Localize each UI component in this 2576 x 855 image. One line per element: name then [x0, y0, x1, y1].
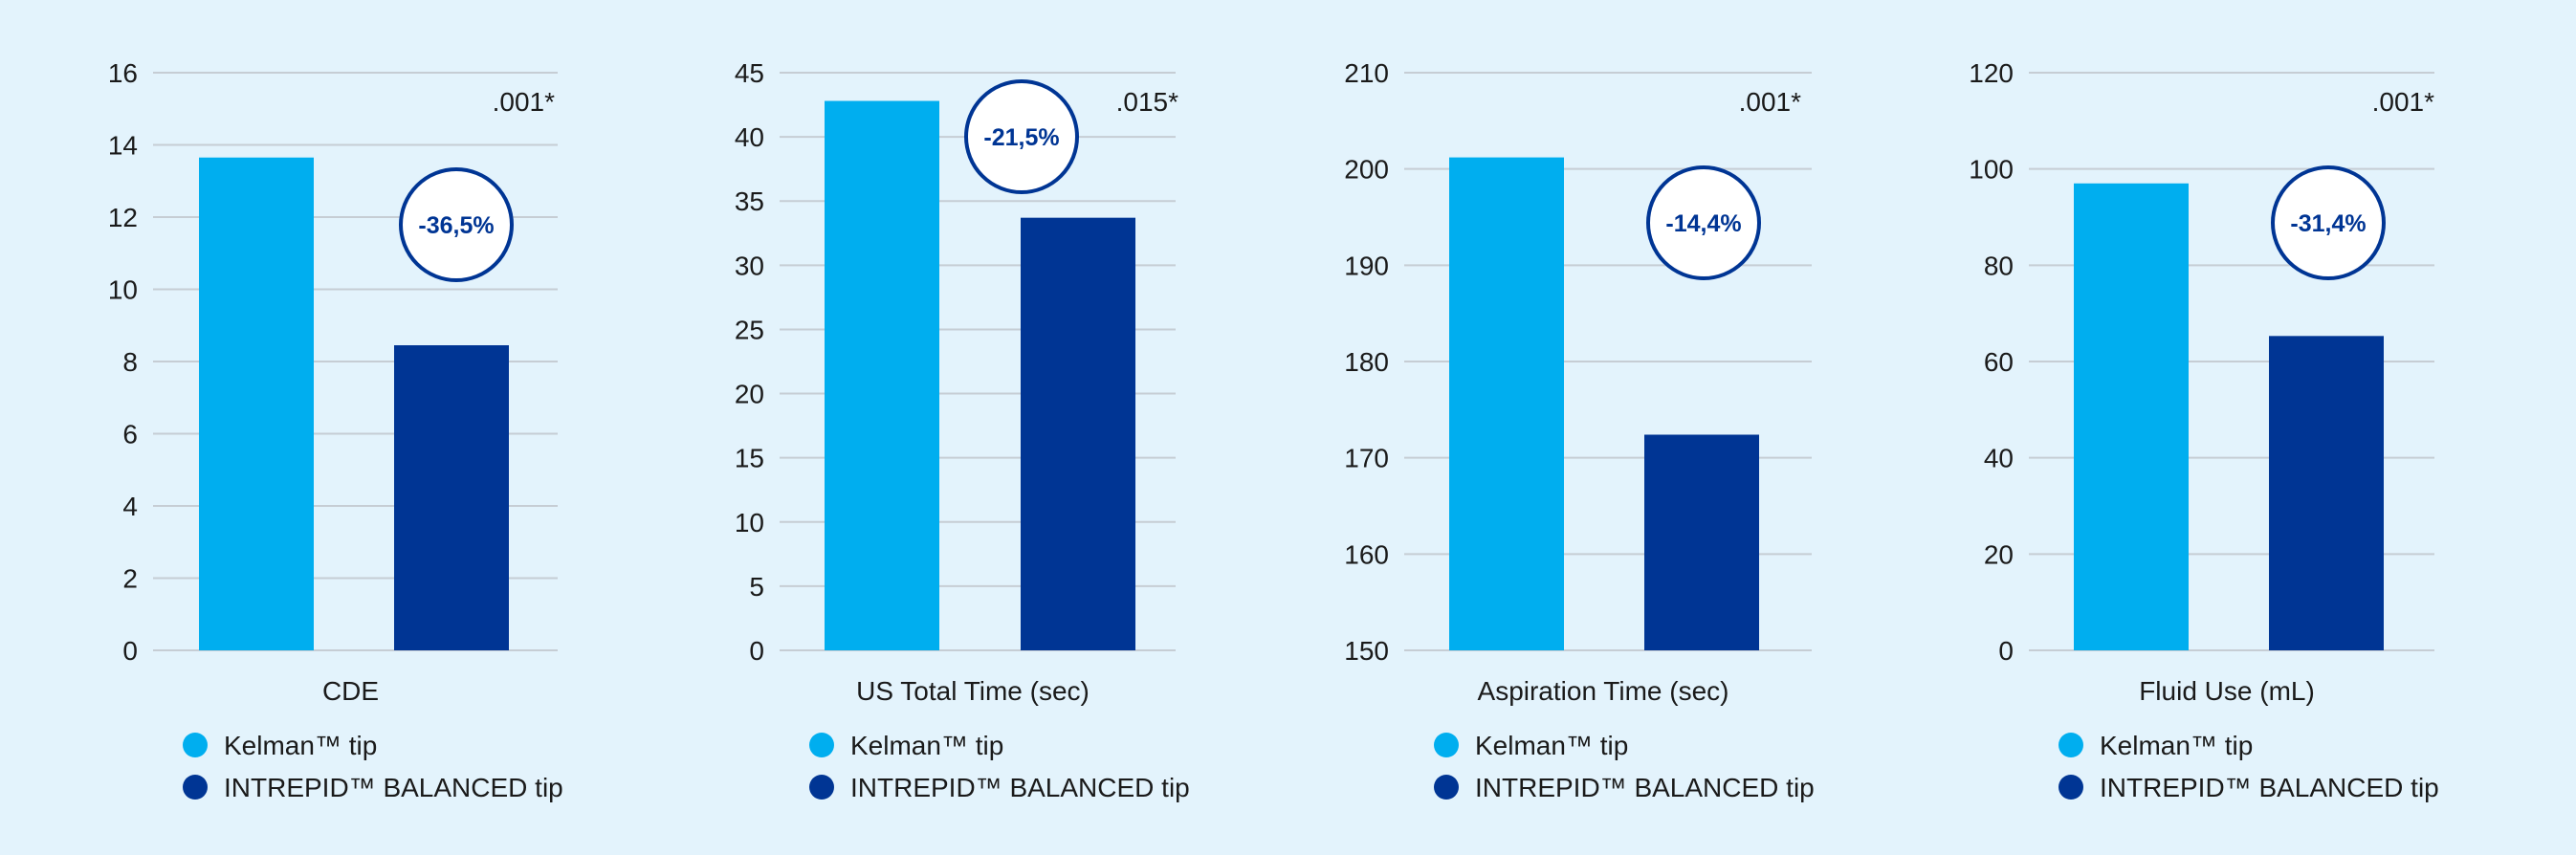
y-tick-label: 80: [1984, 251, 2014, 280]
legend-label-intrepid: INTREPID™ BALANCED tip: [224, 773, 563, 802]
p-value-label: .015*: [1116, 87, 1178, 117]
reduction-badge: [2271, 165, 2386, 280]
y-tick-label: 4: [122, 492, 138, 521]
y-tick-label: 25: [735, 315, 764, 344]
legend-dot-kelman: [183, 733, 208, 757]
y-tick-label: 8: [122, 347, 138, 377]
chart-2: 0 5 10 15 20 25 30 35 40 45 .015* -21,5% US Total Ti…: [735, 58, 1190, 802]
y-tick-label: 20: [735, 380, 764, 409]
y-tick-label: 10: [108, 275, 138, 305]
legend-label-intrepid: INTREPID™ BALANCED tip: [2100, 773, 2439, 802]
bar-intrepid: [394, 345, 509, 650]
y-tick-label: 12: [108, 203, 138, 232]
y-tick-label: 16: [108, 58, 138, 88]
p-value-label: .001*: [493, 87, 555, 117]
bar-intrepid: [2269, 336, 2384, 650]
x-axis-label: Aspiration Time (sec): [1478, 676, 1729, 706]
reduction-label: -36,5%: [418, 212, 494, 239]
y-tick-label: 150: [1344, 636, 1389, 666]
bar-intrepid: [1644, 434, 1759, 650]
chart-1: 0 2 4 6 8 10 12 14 16 .001* -36,5% CDE Kelman™ tip IN…: [108, 58, 563, 802]
y-tick-label: 190: [1344, 251, 1389, 280]
reduction-badge: [399, 167, 514, 282]
y-tick-label: 0: [749, 636, 764, 666]
legend-label-intrepid: INTREPID™ BALANCED tip: [850, 773, 1190, 802]
legend-dot-kelman: [809, 733, 834, 757]
p-value-label: .001*: [1739, 87, 1801, 117]
y-tick-label: 210: [1344, 58, 1389, 88]
reduction-badge: [964, 79, 1079, 194]
y-tick-label: 45: [735, 58, 764, 88]
legend-dot-kelman: [2059, 733, 2083, 757]
y-tick-label: 160: [1344, 539, 1389, 569]
legend-dot-kelman: [1434, 733, 1459, 757]
chart-3: 150 160 170 180 190 200 210 .001* -14,4% Aspirati…: [1344, 58, 1814, 802]
y-tick-label: 0: [122, 636, 138, 666]
y-tick-label: 30: [735, 251, 764, 280]
y-tick-label: 0: [1998, 636, 2014, 666]
bar-kelman: [825, 100, 939, 651]
y-tick-label: 6: [122, 420, 138, 449]
legend-dot-intrepid: [809, 775, 834, 800]
x-axis-label: CDE: [322, 676, 379, 706]
reduction-label: -21,5%: [983, 124, 1059, 151]
reduction-label: -31,4%: [2290, 210, 2366, 237]
legend-label-intrepid: INTREPID™ BALANCED tip: [1475, 773, 1815, 802]
legend-label-kelman: Kelman™ tip: [1475, 731, 1628, 760]
y-tick-label: 10: [735, 508, 764, 537]
legend-dot-intrepid: [2059, 775, 2083, 800]
y-tick-label: 35: [735, 186, 764, 216]
bar-kelman: [1449, 157, 1564, 650]
y-tick-label: 60: [1984, 347, 2014, 377]
y-tick-label: 20: [1984, 539, 2014, 569]
reduction-badge: [1646, 165, 1761, 280]
y-tick-label: 14: [108, 131, 138, 161]
y-tick-label: 100: [1969, 155, 2014, 185]
y-tick-label: 40: [735, 122, 764, 152]
legend-label-kelman: Kelman™ tip: [2100, 731, 2253, 760]
bar-intrepid: [1021, 217, 1135, 650]
y-tick-label: 5: [749, 572, 764, 602]
p-value-label: .001*: [2372, 87, 2434, 117]
x-axis-label: Fluid Use (mL): [2139, 676, 2315, 706]
chart-4: 0 20 40 60 80 100 120 .001* -31,4% Fluid Use (mL)…: [1969, 58, 2438, 802]
y-tick-label: 2: [122, 564, 138, 594]
y-tick-label: 200: [1344, 155, 1389, 185]
bar-kelman: [2074, 183, 2189, 650]
legend-dot-intrepid: [183, 775, 208, 800]
y-tick-label: 170: [1344, 444, 1389, 473]
bar-kelman: [199, 157, 314, 650]
legend-label-kelman: Kelman™ tip: [850, 731, 1003, 760]
x-axis-label: US Total Time (sec): [856, 676, 1090, 706]
reduction-label: -14,4%: [1665, 210, 1741, 237]
legend-label-kelman: Kelman™ tip: [224, 731, 377, 760]
y-tick-label: 180: [1344, 347, 1389, 377]
legend-dot-intrepid: [1434, 775, 1459, 800]
y-tick-label: 120: [1969, 58, 2014, 88]
y-tick-label: 15: [735, 444, 764, 473]
y-tick-label: 40: [1984, 444, 2014, 473]
